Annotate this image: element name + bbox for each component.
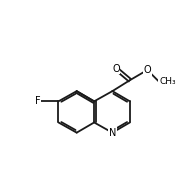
Text: CH₃: CH₃ <box>159 77 176 86</box>
Text: F: F <box>35 96 40 106</box>
Text: O: O <box>143 65 151 75</box>
Text: N: N <box>109 128 116 138</box>
Text: O: O <box>112 64 120 74</box>
